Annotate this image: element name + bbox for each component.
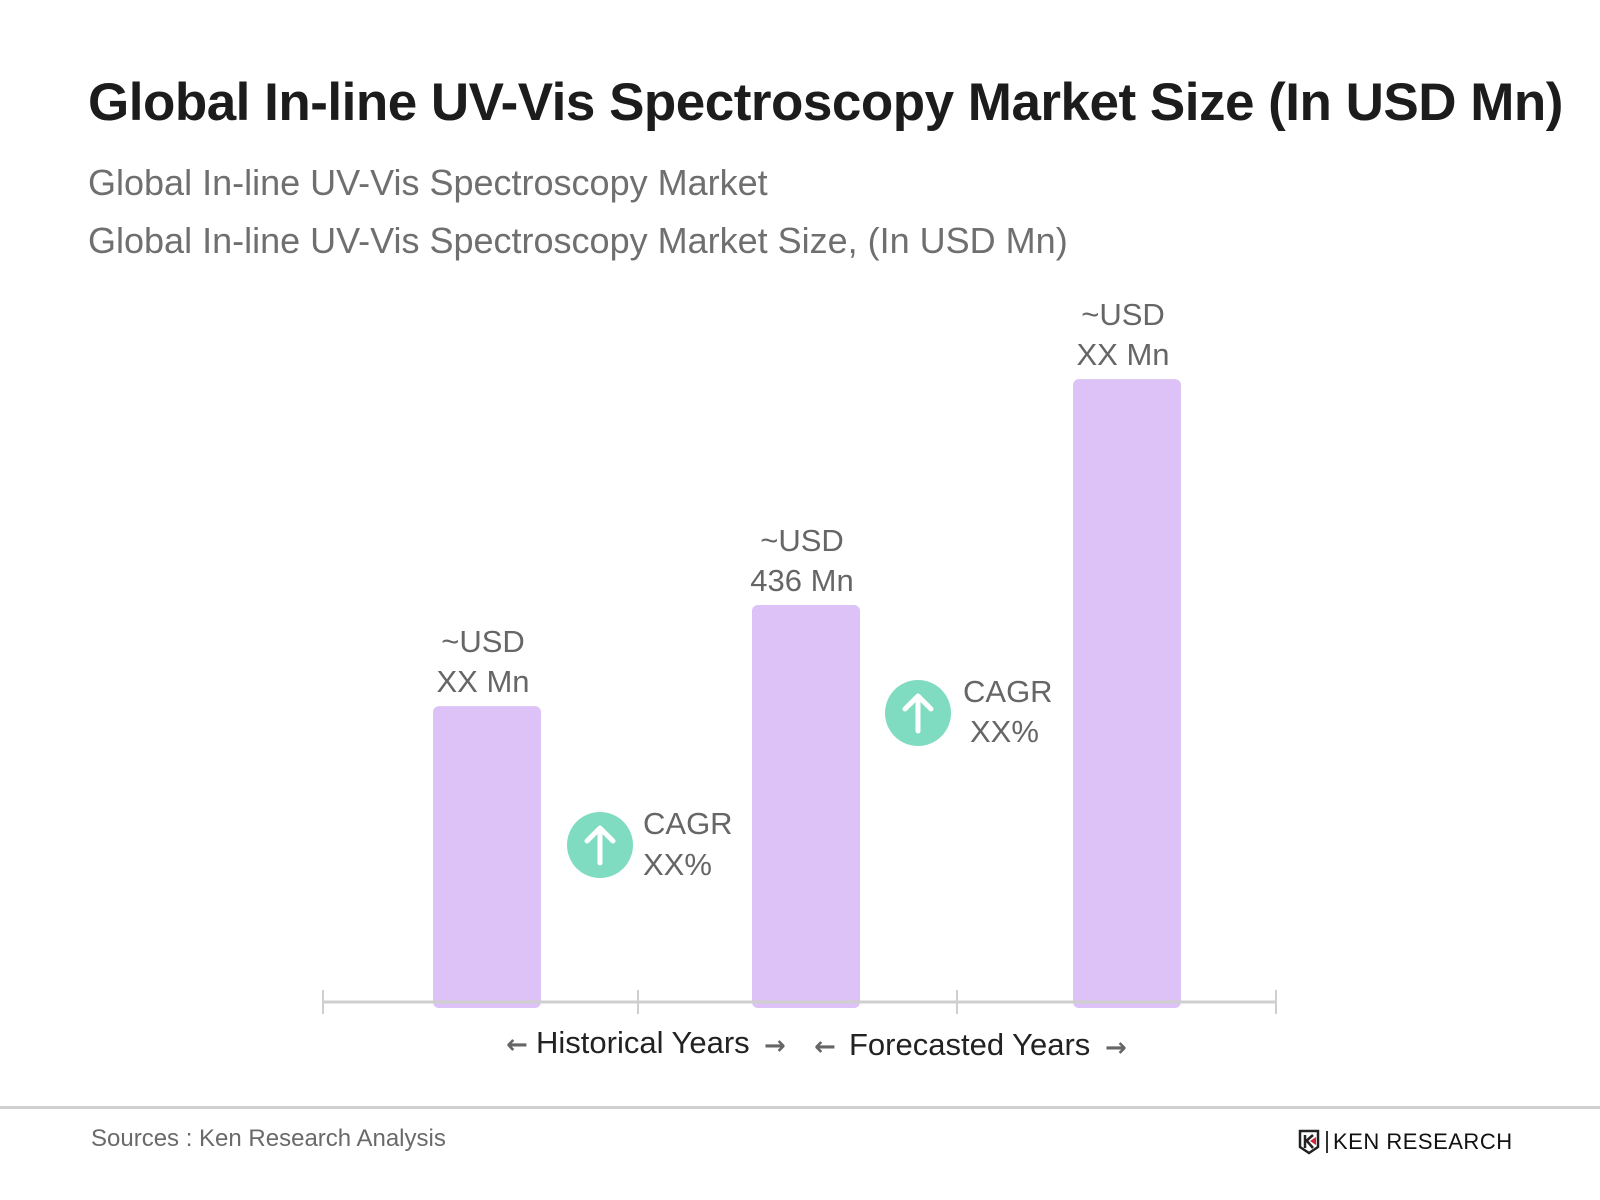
arrow-right-icon: →: [1105, 1033, 1127, 1063]
bar: [1073, 379, 1181, 1008]
cagr-value: XX%: [643, 847, 712, 882]
cagr-annotation-1: CAGR XX%: [567, 806, 733, 882]
logo-text: KEN RESEARCH: [1326, 1131, 1513, 1153]
bar: [752, 605, 860, 1008]
arrow-left-icon: ←: [506, 1030, 528, 1060]
cagr-value: XX%: [970, 714, 1039, 749]
data-label-value: XX Mn: [1076, 337, 1169, 372]
bar-chart: ~USD XX Mn ~USD 436 Mn ~USD XX Mn CAGR XX% CA…: [322, 297, 1277, 1063]
footer-divider: [0, 1106, 1600, 1109]
chart-subtitle-units: Global In-line UV-Vis Spectroscopy Marke…: [88, 220, 1068, 261]
chart-title: Global In-line UV-Vis Spectroscopy Marke…: [88, 73, 1563, 132]
bar: [433, 706, 541, 1008]
logo-shield-icon: [1298, 1129, 1320, 1155]
source-note: Sources : Ken Research Analysis: [91, 1125, 446, 1152]
data-label-prefix: ~USD: [760, 523, 844, 558]
cagr-label: CAGR: [963, 674, 1053, 709]
arrow-left-icon: ←: [814, 1032, 836, 1062]
arrow-right-icon: →: [764, 1031, 786, 1061]
period-historical: ← Historical Years →: [506, 1025, 786, 1061]
chart-subtitle: Global In-line UV-Vis Spectroscopy Marke…: [88, 162, 768, 203]
x-axis: [322, 990, 1277, 1014]
period-forecasted: ← Forecasted Years →: [814, 1027, 1127, 1063]
cagr-annotation-2: CAGR XX%: [885, 674, 1053, 749]
arrow-up-icon: [902, 693, 934, 734]
arrow-up-icon: [584, 825, 616, 866]
ken-research-logo: KEN RESEARCH: [1298, 1127, 1513, 1157]
period-label: Forecasted Years: [849, 1027, 1090, 1062]
data-label-prefix: ~USD: [441, 624, 525, 659]
data-label-value: XX Mn: [436, 664, 529, 699]
cagr-label: CAGR: [643, 806, 733, 841]
data-label-prefix: ~USD: [1081, 297, 1165, 332]
data-label-value: 436 Mn: [750, 563, 853, 598]
period-label: Historical Years: [536, 1025, 750, 1060]
